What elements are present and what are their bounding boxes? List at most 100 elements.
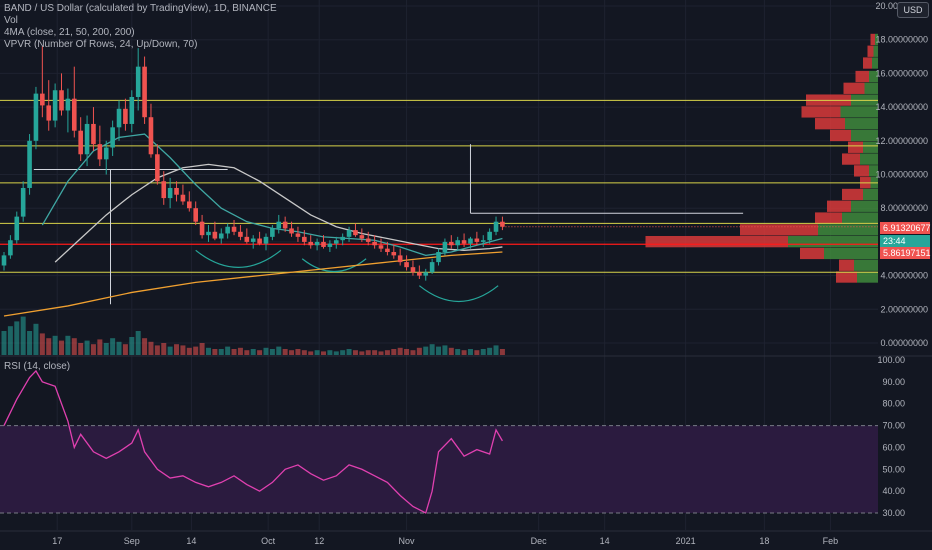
rsi-axis-label: 60.00 bbox=[882, 442, 905, 452]
volume-profile-down-bar bbox=[842, 153, 860, 165]
volume-bar bbox=[161, 343, 167, 355]
chart-title: BAND / US Dollar (calculated by TradingV… bbox=[4, 3, 277, 14]
candle-body bbox=[282, 221, 288, 229]
volume-bar bbox=[436, 346, 442, 355]
countdown-tag: 23:44 bbox=[880, 235, 930, 247]
candle-body bbox=[436, 252, 441, 263]
price-axis-label: 14.00000000 bbox=[875, 102, 928, 112]
candle-body bbox=[276, 221, 282, 229]
candle-body bbox=[238, 231, 243, 237]
volume-profile-down-bar bbox=[836, 271, 857, 283]
candle-body bbox=[397, 255, 403, 263]
volume-bar bbox=[225, 346, 231, 355]
volume-bar bbox=[142, 338, 148, 355]
candle-body bbox=[314, 241, 320, 246]
volume-bar bbox=[65, 335, 71, 355]
volume-bar bbox=[52, 335, 58, 355]
volume-bar bbox=[461, 350, 467, 355]
volume-bar bbox=[174, 344, 180, 355]
rsi-legend[interactable]: RSI (14, close) bbox=[4, 361, 71, 372]
volume-profile-down-bar bbox=[842, 188, 863, 201]
volume-legend[interactable]: Vol bbox=[4, 15, 18, 26]
candle-body bbox=[65, 98, 71, 111]
volume-profile-up-bar bbox=[872, 57, 878, 69]
candle-body bbox=[333, 240, 339, 244]
volume-profile-up-bar bbox=[818, 224, 878, 236]
candle-body bbox=[257, 238, 262, 244]
rsi-axis-label: 70.00 bbox=[882, 421, 905, 431]
volume-profile-down-bar bbox=[815, 212, 842, 224]
candle-body bbox=[346, 230, 352, 237]
candle-body bbox=[116, 108, 122, 128]
candle-body bbox=[308, 241, 314, 246]
volume-bar bbox=[499, 349, 505, 355]
volume-bar bbox=[78, 343, 84, 355]
candle-body bbox=[193, 208, 198, 222]
time-axis-label: Feb bbox=[823, 536, 839, 546]
candle-body bbox=[461, 240, 467, 244]
volume-bar bbox=[269, 349, 275, 355]
candle-body bbox=[295, 233, 301, 237]
volume-profile-up-bar bbox=[857, 271, 878, 283]
volume-bar bbox=[46, 338, 52, 355]
volume-profile-down-bar bbox=[740, 224, 818, 236]
volume-bar bbox=[135, 331, 141, 355]
candle-body bbox=[14, 216, 20, 241]
pattern-arc bbox=[418, 285, 499, 303]
volume-bar bbox=[193, 346, 199, 355]
price-axis-label: 10.00000000 bbox=[875, 170, 928, 180]
rsi-axis-label: 40.00 bbox=[882, 486, 905, 496]
volume-bar bbox=[129, 337, 135, 355]
candle-body bbox=[455, 240, 460, 246]
rsi-axis-label: 50.00 bbox=[882, 464, 905, 474]
time-axis-label: Sep bbox=[124, 536, 140, 546]
candle-body bbox=[417, 272, 422, 276]
candle-body bbox=[340, 236, 345, 241]
volume-profile-down-bar bbox=[843, 82, 865, 94]
volume-bar bbox=[154, 345, 160, 355]
volume-bar bbox=[14, 321, 20, 355]
volume-bar bbox=[263, 347, 269, 355]
volume-bar bbox=[20, 316, 26, 355]
candle-body bbox=[59, 90, 64, 111]
volume-profile-down-bar bbox=[801, 106, 841, 118]
volume-bar bbox=[7, 326, 13, 355]
candle-body bbox=[218, 233, 224, 239]
volume-bar bbox=[365, 350, 371, 355]
volume-bar bbox=[84, 340, 90, 355]
ma-200-line bbox=[3, 251, 503, 317]
rsi-line bbox=[3, 369, 503, 514]
volume-profile-down-bar bbox=[854, 165, 869, 177]
candle-body bbox=[404, 262, 409, 268]
volume-bar bbox=[122, 344, 128, 355]
volume-bar bbox=[359, 351, 365, 355]
volume-bar bbox=[212, 349, 218, 355]
candle-body bbox=[385, 248, 390, 253]
volume-bar bbox=[1, 331, 7, 355]
volume-bar bbox=[27, 331, 33, 355]
candle-body bbox=[161, 181, 167, 199]
volume-bar bbox=[423, 346, 429, 355]
candle-body bbox=[212, 231, 218, 239]
candle-body bbox=[78, 130, 83, 155]
price-axis-label: 8.00000000 bbox=[880, 203, 928, 213]
candle-body bbox=[46, 105, 52, 121]
candle-body bbox=[199, 221, 205, 236]
rsi-band bbox=[0, 425, 878, 513]
candle-body bbox=[8, 240, 13, 256]
volume-bar bbox=[205, 347, 211, 355]
currency-button[interactable]: USD bbox=[897, 2, 929, 18]
volume-bar bbox=[321, 351, 326, 355]
candle-body bbox=[487, 231, 492, 241]
volume-profile-up-bar bbox=[875, 33, 878, 46]
volume-bar bbox=[442, 345, 448, 355]
volume-profile-up-bar bbox=[840, 106, 878, 118]
candle-body bbox=[91, 123, 96, 145]
candle-body bbox=[270, 228, 275, 237]
candle-body bbox=[52, 90, 58, 121]
vpvr-legend[interactable]: VPVR (Number Of Rows, 24, Up/Down, 70) bbox=[4, 39, 198, 50]
ma-legend[interactable]: 4MA (close, 21, 50, 200, 200) bbox=[4, 27, 135, 38]
volume-bar bbox=[110, 338, 116, 355]
volume-bar bbox=[493, 345, 499, 355]
